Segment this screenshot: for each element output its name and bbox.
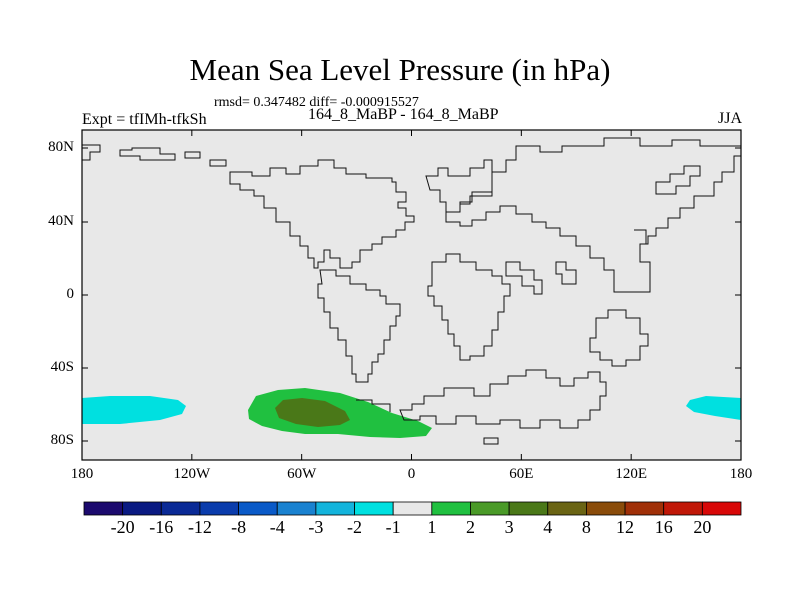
colorbar-label: -1 bbox=[385, 517, 401, 537]
colorbar-swatch bbox=[547, 501, 587, 516]
coastline-india-arabia bbox=[505, 261, 577, 295]
lat-label: 40N bbox=[48, 213, 74, 229]
lat-label: 80N bbox=[48, 139, 74, 155]
colorbar-label: 16 bbox=[654, 517, 673, 537]
coastline-antarctica bbox=[399, 369, 607, 429]
lon-label: 120W bbox=[173, 466, 211, 482]
colorbar-label: 12 bbox=[616, 517, 635, 537]
lon-label: 120E bbox=[615, 466, 647, 482]
anomaly-layer bbox=[82, 388, 741, 438]
colorbar-label: 8 bbox=[581, 517, 591, 537]
anomaly-olive-core bbox=[275, 398, 350, 427]
colorbar-swatch bbox=[354, 501, 394, 516]
coastline-siberian-arm bbox=[634, 165, 701, 245]
colorbar-label: 3 bbox=[504, 517, 514, 537]
colorbar-label: 2 bbox=[465, 517, 475, 537]
colorbar-label: 4 bbox=[543, 517, 553, 537]
coastline-arctic-islands bbox=[82, 144, 227, 167]
coastline-australia bbox=[589, 309, 649, 367]
axis-ticks bbox=[81, 130, 742, 460]
colorbar-label: 20 bbox=[693, 517, 712, 537]
colorbar-swatch bbox=[508, 501, 549, 516]
colorbar-swatch bbox=[276, 501, 317, 516]
colorbar-label: -3 bbox=[308, 517, 324, 537]
coastlines bbox=[82, 137, 742, 445]
colorbar-swatch bbox=[431, 501, 471, 516]
colorbar bbox=[83, 501, 742, 516]
coastline-small-island bbox=[483, 437, 499, 445]
coastline-eurasia bbox=[445, 137, 742, 293]
lat-label: 80S bbox=[50, 432, 74, 448]
coastline-north-america bbox=[229, 159, 415, 269]
colorbar-swatch bbox=[624, 501, 665, 516]
colorbar-swatch bbox=[663, 501, 703, 516]
lat-label: 40S bbox=[50, 359, 74, 375]
colorbar-label: -16 bbox=[149, 517, 174, 537]
colorbar-label: -2 bbox=[347, 517, 363, 537]
lon-label: 180 bbox=[729, 466, 753, 482]
colorbar-swatch bbox=[470, 501, 510, 516]
colorbar-swatch bbox=[160, 501, 201, 516]
colorbar-swatch bbox=[392, 501, 433, 516]
colorbar-label: -8 bbox=[231, 517, 247, 537]
rmsd-diff-stats: rmsd= 0.347482 diff= -0.000915527 bbox=[214, 95, 419, 110]
colorbar-label: -20 bbox=[110, 517, 135, 537]
colorbar-label: -4 bbox=[269, 517, 285, 537]
colorbar-swatch bbox=[199, 501, 239, 516]
anomaly-cyan-west bbox=[82, 396, 186, 424]
map-title: Mean Sea Level Pressure (in hPa) bbox=[189, 52, 611, 87]
coastline-greenland bbox=[425, 159, 493, 213]
lon-label: 0 bbox=[407, 466, 416, 482]
colorbar-swatch bbox=[122, 501, 162, 516]
season-label: JJA bbox=[718, 110, 743, 127]
experiment-label: Expt = tfIMh-tfkSh bbox=[82, 111, 207, 128]
lon-label: 180 bbox=[70, 466, 94, 482]
colorbar-swatch bbox=[701, 501, 742, 516]
coastline-antarctic-peninsula bbox=[356, 399, 391, 412]
colorbar-swatch bbox=[238, 501, 278, 516]
anomaly-cyan-east bbox=[686, 396, 741, 420]
lat-label: 0 bbox=[66, 286, 75, 302]
lon-label: 60E bbox=[509, 466, 534, 482]
colorbar-swatch bbox=[586, 501, 626, 516]
lon-label: 60W bbox=[287, 466, 317, 482]
colorbar-label: -12 bbox=[187, 517, 212, 537]
colorbar-label: 1 bbox=[427, 517, 437, 537]
coastline-africa bbox=[427, 253, 511, 361]
case-label: 164_8_MaBP - 164_8_MaBP bbox=[308, 106, 499, 123]
colorbar-swatch bbox=[83, 501, 124, 516]
colorbar-swatch bbox=[315, 501, 355, 516]
coastline-south-america bbox=[317, 269, 401, 383]
